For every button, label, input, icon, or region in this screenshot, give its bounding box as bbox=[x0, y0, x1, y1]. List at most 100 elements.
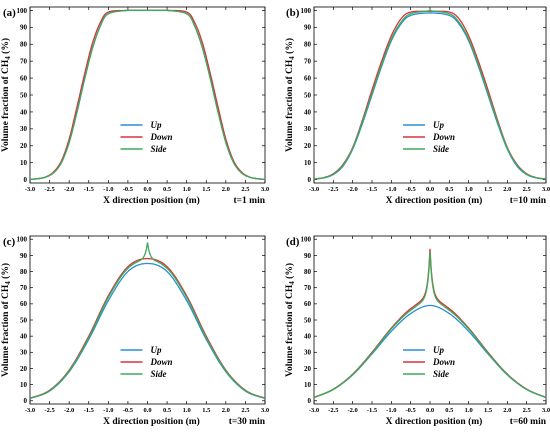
x-tick-label: 1.5 bbox=[202, 186, 211, 193]
y-tick-label: 10 bbox=[304, 381, 312, 389]
y-tick-label: 20 bbox=[20, 142, 28, 150]
x-tick-label: 2.0 bbox=[222, 186, 230, 193]
series-line-side bbox=[314, 252, 546, 399]
x-tick-label: -2.0 bbox=[348, 407, 358, 414]
legend-label-side: Side bbox=[433, 144, 449, 154]
x-tick-label: 1.5 bbox=[484, 407, 493, 414]
y-tick-label: 50 bbox=[20, 316, 28, 324]
y-tick-label: 40 bbox=[20, 108, 28, 116]
panel-letter: (c) bbox=[3, 236, 16, 248]
x-tick-label: -2.5 bbox=[328, 407, 339, 414]
series-line-down bbox=[314, 248, 546, 398]
y-tick-label: 60 bbox=[304, 74, 312, 82]
x-tick-label: -3.0 bbox=[25, 407, 35, 414]
y-tick-label: 50 bbox=[304, 91, 312, 99]
y-tick-label: 20 bbox=[304, 142, 312, 150]
series-line-side bbox=[30, 9, 265, 180]
x-tick-label: 2.0 bbox=[503, 186, 511, 193]
x-tick-label: -3.0 bbox=[25, 186, 35, 193]
x-tick-label: -3.0 bbox=[309, 186, 319, 193]
legend-label-down: Down bbox=[432, 357, 455, 367]
y-tick-label: 60 bbox=[304, 300, 312, 308]
x-tick-label: 1.0 bbox=[183, 407, 191, 414]
y-tick-label: 80 bbox=[20, 41, 28, 49]
y-tick-label: 70 bbox=[304, 58, 312, 66]
x-tick-label: -1.0 bbox=[103, 186, 113, 193]
x-tick-label: 1.0 bbox=[465, 407, 473, 414]
x-tick-label: 2.5 bbox=[241, 407, 250, 414]
panel-letter: (a) bbox=[3, 7, 16, 19]
x-tick-label: 0.5 bbox=[163, 407, 172, 414]
y-axis-label: Volume fraction of CH4 (%) bbox=[284, 263, 296, 377]
x-tick-label: 2.0 bbox=[222, 407, 230, 414]
legend-label-up: Up bbox=[433, 345, 444, 355]
legend-label-up: Up bbox=[433, 120, 444, 130]
y-tick-label: 0 bbox=[24, 397, 28, 405]
panel-2: (b) -3.0 -2.5 -2.0 -1.5 -1.0 -0.5 0.0 0.5 1.0 1.5 2… bbox=[284, 6, 550, 206]
x-tick-label: -0.5 bbox=[123, 186, 134, 193]
y-tick-label: 30 bbox=[304, 349, 312, 357]
legend-label-down: Down bbox=[150, 357, 173, 367]
x-tick-label: 0.5 bbox=[163, 186, 172, 193]
x-tick-label: 1.5 bbox=[202, 407, 211, 414]
x-axis-label: X direction position (m) bbox=[103, 416, 200, 427]
time-label: t=60 min bbox=[510, 417, 547, 427]
series-line-side bbox=[30, 242, 265, 399]
x-axis-label: X direction position (m) bbox=[386, 416, 483, 427]
x-tick-label: 3.0 bbox=[542, 186, 550, 193]
y-tick-label: 100 bbox=[17, 7, 28, 15]
y-axis-label: Volume fraction of CH4 (%) bbox=[0, 38, 12, 152]
x-tick-label: 0.5 bbox=[445, 186, 454, 193]
x-tick-label: -2.5 bbox=[328, 186, 339, 193]
x-tick-label: 0.0 bbox=[426, 186, 434, 193]
x-tick-label: 2.5 bbox=[523, 407, 532, 414]
y-tick-label: 40 bbox=[304, 333, 312, 341]
panel-letter: (b) bbox=[286, 7, 300, 19]
x-tick-label: -1.0 bbox=[386, 186, 396, 193]
x-tick-label: -2.5 bbox=[44, 186, 55, 193]
y-tick-label: 80 bbox=[20, 268, 28, 276]
x-tick-label: 3.0 bbox=[542, 407, 550, 414]
y-axis-label: Volume fraction of CH4 (%) bbox=[284, 38, 296, 152]
y-tick-label: 40 bbox=[304, 108, 312, 116]
x-tick-label: -0.5 bbox=[123, 407, 134, 414]
panel-4: (d) -3.0 -2.5 -2.0 -1.5 -1.0 -0.5 0.0 0.5 1.0 1.5 2… bbox=[284, 235, 550, 427]
legend-label-up: Up bbox=[151, 120, 162, 130]
y-tick-label: 0 bbox=[308, 397, 312, 405]
y-tick-label: 10 bbox=[20, 159, 28, 167]
x-tick-label: 3.0 bbox=[261, 186, 269, 193]
series-line-side bbox=[314, 9, 546, 180]
y-tick-label: 50 bbox=[304, 316, 312, 324]
plot-frame bbox=[29, 6, 266, 184]
x-tick-label: 1.0 bbox=[465, 186, 473, 193]
y-tick-label: 80 bbox=[304, 41, 312, 49]
legend-label-side: Side bbox=[433, 369, 449, 379]
x-tick-label: 0.0 bbox=[143, 407, 151, 414]
x-tick-label: 0.0 bbox=[426, 407, 434, 414]
x-axis-label: X direction position (m) bbox=[103, 195, 200, 206]
x-tick-label: -2.0 bbox=[64, 407, 74, 414]
series-line-down bbox=[314, 10, 546, 180]
x-tick-label: 0.0 bbox=[143, 186, 151, 193]
panel-1: (a) -3.0 -2.5 -2.0 -1.5 -1.0 -0.5 0.0 0.5 1.0 1.5 2… bbox=[0, 6, 269, 206]
y-tick-label: 60 bbox=[20, 74, 28, 82]
x-tick-label: 2.5 bbox=[241, 186, 250, 193]
y-tick-label: 90 bbox=[304, 252, 312, 260]
legend-label-side: Side bbox=[151, 144, 167, 154]
legend-label-down: Down bbox=[432, 132, 455, 142]
x-tick-label: -0.5 bbox=[406, 186, 417, 193]
y-tick-label: 90 bbox=[20, 252, 28, 260]
y-tick-label: 70 bbox=[20, 58, 28, 66]
x-tick-label: -3.0 bbox=[309, 407, 319, 414]
legend-label-up: Up bbox=[151, 345, 162, 355]
x-tick-label: -0.5 bbox=[406, 407, 417, 414]
y-tick-label: 30 bbox=[20, 349, 28, 357]
series-line-up bbox=[314, 304, 546, 399]
y-tick-label: 100 bbox=[17, 236, 28, 244]
x-tick-label: -2.0 bbox=[348, 186, 358, 193]
x-tick-label: 1.0 bbox=[183, 186, 191, 193]
x-axis-label: X direction position (m) bbox=[386, 195, 483, 206]
x-tick-label: -2.5 bbox=[44, 407, 55, 414]
y-tick-label: 10 bbox=[20, 381, 28, 389]
